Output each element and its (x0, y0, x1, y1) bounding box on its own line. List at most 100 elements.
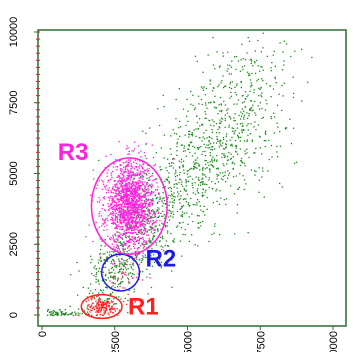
origin-point (55, 313, 58, 315)
R3-point (140, 209, 142, 211)
R3-point (135, 186, 137, 188)
R3-point (125, 189, 128, 191)
R3-point (138, 207, 140, 209)
R3-point (110, 174, 112, 176)
background-point (285, 43, 288, 45)
R3-point (105, 192, 107, 194)
R3-point (117, 238, 119, 240)
R3-point (135, 203, 137, 205)
background-point (101, 291, 104, 294)
R3-point (139, 177, 141, 179)
R3-point (126, 225, 128, 227)
R3-point (126, 183, 128, 185)
R3-point (121, 202, 124, 204)
background-point (208, 186, 210, 189)
R1-point (105, 308, 107, 310)
background-point (194, 55, 197, 57)
R3-point (133, 205, 135, 208)
background-point (156, 178, 158, 180)
R3-point (138, 220, 140, 222)
background-point (212, 202, 214, 204)
background-point (213, 87, 215, 89)
R3-point (132, 208, 134, 210)
background-point (153, 211, 155, 213)
R1-point (116, 308, 118, 310)
background-point (194, 244, 196, 246)
background-point (100, 245, 102, 247)
background-point (258, 179, 260, 181)
background-point (212, 36, 214, 39)
background-point (223, 153, 225, 155)
background-point (172, 204, 174, 207)
R3-point (143, 215, 145, 217)
background-point (97, 270, 100, 272)
background-point (239, 123, 242, 125)
R3-point (121, 186, 123, 189)
background-point (143, 211, 145, 213)
R3-point (133, 237, 135, 240)
R3-point (145, 184, 147, 186)
R3-point (142, 196, 144, 199)
background-point (216, 168, 218, 170)
R3-point (147, 186, 149, 188)
R3-point (151, 227, 153, 229)
background-point (202, 168, 204, 170)
background-point (185, 155, 187, 157)
R3-point (138, 187, 140, 189)
R3-point (119, 261, 121, 263)
R1-point (78, 314, 80, 317)
R3-point (118, 249, 120, 251)
origin-point (65, 313, 67, 315)
R1-point (97, 303, 99, 305)
R3-point (88, 224, 90, 226)
origin-point (71, 312, 73, 314)
R3-point (126, 217, 128, 219)
background-point (209, 168, 211, 170)
background-point (241, 130, 243, 132)
background-point (170, 212, 172, 214)
background-point (217, 113, 219, 115)
R3-point (136, 210, 138, 212)
R3-point (113, 189, 115, 191)
background-point (188, 216, 190, 218)
background-point (255, 128, 257, 131)
R3-point (119, 203, 121, 206)
R3-point (134, 201, 136, 203)
background-point (244, 59, 247, 61)
R3-point (134, 181, 137, 184)
R3-point (145, 192, 148, 194)
background-point (204, 183, 206, 185)
R3-point (108, 199, 110, 201)
background-point (155, 225, 157, 227)
background-point (115, 246, 117, 249)
background-point (125, 260, 127, 262)
R3-point (131, 209, 133, 211)
R3-point (152, 156, 155, 159)
R3-point (122, 197, 125, 199)
R3-point (144, 200, 146, 203)
R3-point (140, 214, 143, 217)
background-point (226, 140, 228, 142)
background-point (182, 233, 184, 236)
R3-point (110, 190, 112, 192)
R3-point (143, 202, 145, 204)
R1-point (97, 307, 99, 310)
R3-point (122, 233, 124, 235)
background-point (173, 200, 175, 202)
background-point (142, 258, 144, 260)
background-point (189, 130, 191, 132)
R1-point (90, 297, 92, 299)
background-point (159, 198, 161, 200)
background-point (98, 267, 101, 269)
R3-point (147, 215, 149, 217)
background-point (216, 175, 219, 177)
R3-point (153, 213, 155, 215)
R3-point (131, 221, 133, 223)
R3-point (132, 212, 135, 214)
R3-point (136, 166, 138, 168)
background-point (191, 182, 193, 184)
background-point (225, 135, 227, 137)
background-point (240, 80, 242, 83)
background-point (226, 156, 229, 158)
R3-point (127, 223, 129, 225)
